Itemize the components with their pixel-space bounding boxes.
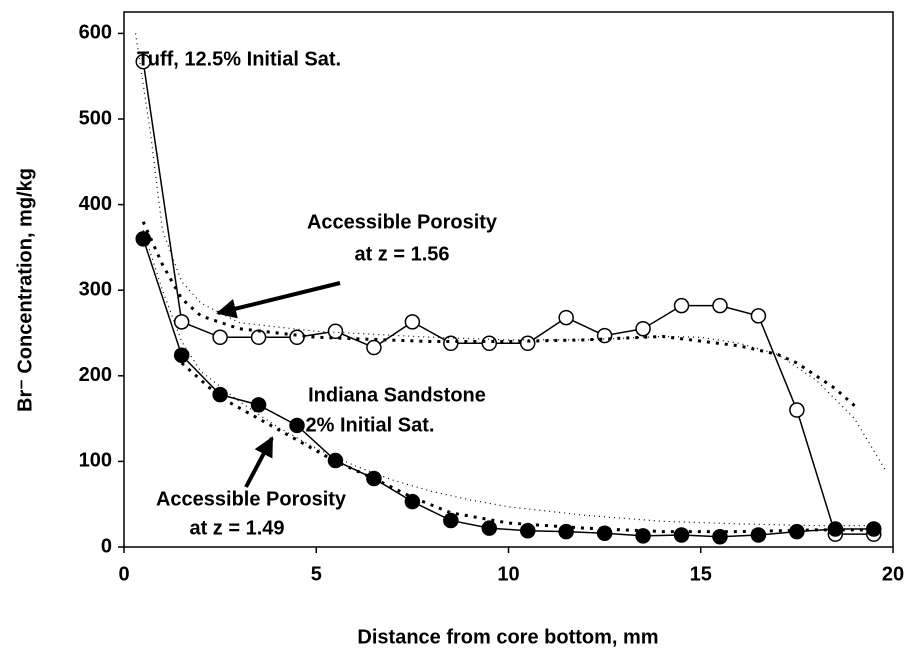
data-point [481,520,498,536]
arrow [216,281,341,319]
y-tick-label: 200 [79,364,112,386]
data-point [443,335,459,352]
data-point [366,339,382,356]
x-tick-label: 5 [311,563,322,585]
series-line [142,230,874,527]
data-point [173,314,190,330]
y-tick-label: 100 [79,450,112,472]
data-point [712,528,728,545]
series-line [141,221,856,407]
data-point [673,297,690,314]
arrow [244,436,274,488]
data-point [635,320,651,337]
annotation: Indiana Sandstone [308,384,486,406]
annotation: Tuff, 12.5% Initial Sat. [137,48,341,70]
data-point [404,314,421,330]
x-tick-label: 20 [882,563,904,585]
x-axis-label: Distance from core bottom, mm [357,626,658,648]
data-point [443,512,459,529]
y-tick-label: 400 [79,193,112,215]
x-tick-label: 10 [497,563,519,585]
data-point [673,527,690,543]
data-point [173,347,190,364]
y-tick-label: 500 [79,107,112,129]
data-point [635,528,651,544]
x-tick-label: 0 [118,563,129,585]
y-tick-label: 600 [79,22,112,44]
data-point [327,452,344,469]
data-point [289,329,305,346]
data-point [750,308,767,324]
y-tick-label: 300 [79,278,112,300]
data-point [212,329,228,346]
data-point [789,402,805,418]
series-line [142,61,874,535]
annotation: Accessible Porosity [156,488,347,510]
plot-frame [123,11,894,548]
data-point [866,521,882,537]
series-line [180,361,874,534]
y-tick-label: 0 [101,535,112,557]
data-point [558,523,574,540]
annotation: 2% Initial Sat. [306,414,435,436]
data-point [289,417,305,434]
data-point [519,522,536,539]
data-point [519,335,536,352]
annotation: Accessible Porosity [307,211,498,233]
x-tick-label: 15 [690,563,712,585]
series-line [134,33,886,471]
data-point [712,297,728,314]
data-point [481,335,498,352]
annotation: at z = 1.56 [354,243,449,265]
data-point [558,309,574,326]
data-point [250,329,267,346]
y-axis-label: Br⁻ Concentration, mg/kg [14,168,36,412]
annotation: at z = 1.49 [189,517,284,539]
data-point [135,231,151,247]
data-point [327,323,344,340]
data-point [404,493,421,510]
data-point [250,397,267,413]
